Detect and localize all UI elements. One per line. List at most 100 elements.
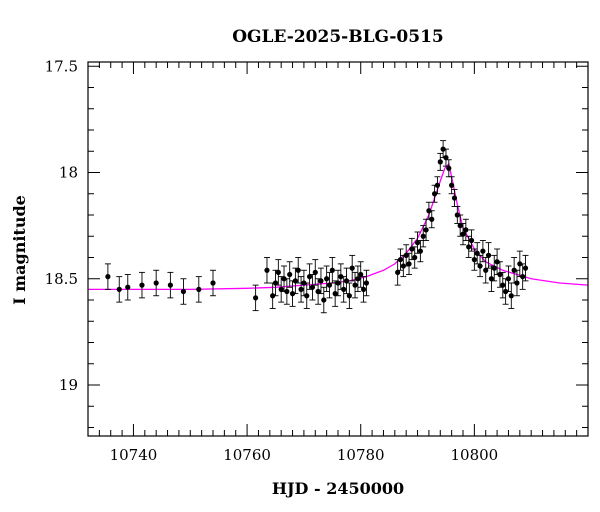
point-marker (180, 288, 187, 295)
data-point (360, 276, 367, 303)
data-point (428, 210, 435, 229)
point-marker (306, 274, 313, 280)
point-marker (272, 280, 279, 286)
data-point (519, 263, 526, 290)
data-point (505, 265, 512, 292)
point-marker (253, 295, 259, 301)
point-marker (343, 278, 350, 284)
point-marker (321, 297, 327, 303)
point-marker (116, 286, 122, 292)
data-point (335, 269, 341, 297)
data-point (340, 276, 347, 303)
data-point (499, 271, 506, 299)
data-point (167, 271, 174, 299)
point-marker (318, 278, 324, 284)
point-marker (196, 286, 202, 292)
point-marker (514, 280, 520, 286)
data-point (513, 269, 520, 297)
data-point (104, 263, 111, 290)
data-point (420, 225, 427, 248)
data-point (298, 276, 305, 303)
data-point (477, 254, 484, 278)
data-points-layer (104, 140, 529, 314)
data-point (180, 278, 187, 305)
data-point (312, 259, 319, 286)
point-marker (468, 237, 475, 244)
point-marker (395, 269, 401, 275)
point-marker (434, 182, 441, 188)
data-point (210, 269, 216, 297)
x-tick-label: 10780 (337, 446, 385, 464)
data-point (138, 271, 145, 299)
y-tick-label: 17.5 (45, 57, 78, 75)
data-point (363, 269, 370, 297)
point-marker (298, 286, 304, 292)
point-marker (292, 278, 298, 284)
point-marker (210, 280, 216, 286)
data-point (295, 257, 302, 284)
point-marker (358, 271, 364, 278)
data-point (352, 271, 359, 299)
data-point (332, 280, 339, 307)
chart-title: OGLE-2025-BLG-0515 (232, 27, 444, 47)
point-marker (423, 227, 429, 233)
data-point (417, 240, 424, 263)
point-marker (480, 248, 486, 254)
point-marker (335, 280, 341, 286)
x-axis-label: HJD - 2450000 (272, 479, 404, 498)
point-marker (429, 216, 435, 222)
data-point (263, 257, 270, 284)
point-marker (346, 293, 352, 299)
data-point (457, 214, 464, 237)
point-marker (505, 276, 512, 282)
data-point (442, 148, 449, 167)
point-marker (446, 165, 452, 171)
data-point (482, 257, 489, 284)
data-point (471, 248, 478, 271)
data-point (357, 261, 364, 288)
data-point (462, 218, 469, 241)
y-axis-label: I magnitude (10, 195, 29, 305)
data-point (349, 254, 356, 282)
data-point (394, 259, 401, 286)
point-marker (153, 280, 159, 286)
point-marker (125, 284, 131, 290)
point-marker (460, 231, 466, 237)
point-marker (474, 250, 480, 256)
data-point (124, 274, 131, 301)
point-marker (275, 269, 281, 275)
data-point (406, 252, 413, 275)
data-point (465, 235, 472, 258)
point-marker (264, 267, 270, 273)
point-marker (457, 223, 463, 229)
axis-ticks: 10740 10760 10780 10800 17.5 18 18.5 19 (45, 57, 589, 464)
point-marker (451, 195, 458, 201)
point-marker (466, 244, 472, 250)
y-tick-label: 18.5 (45, 270, 78, 288)
point-marker (522, 265, 529, 271)
point-marker (449, 182, 455, 188)
point-marker (167, 282, 173, 288)
point-marker (471, 257, 477, 263)
x-tick-label: 10740 (110, 446, 158, 464)
data-point (283, 278, 290, 305)
x-tick-label: 10800 (451, 446, 499, 464)
point-marker (477, 263, 483, 269)
data-point (491, 254, 498, 282)
data-point (448, 176, 455, 195)
point-marker (332, 291, 338, 297)
data-point (116, 276, 123, 303)
point-marker (483, 267, 489, 273)
data-point (468, 229, 475, 252)
point-marker (417, 248, 423, 254)
point-marker (485, 252, 492, 258)
data-point (195, 276, 202, 303)
point-marker (352, 282, 358, 288)
data-point (411, 246, 418, 269)
point-marker (284, 288, 290, 295)
data-point (323, 265, 330, 292)
data-point (522, 254, 529, 282)
point-marker (363, 280, 370, 286)
